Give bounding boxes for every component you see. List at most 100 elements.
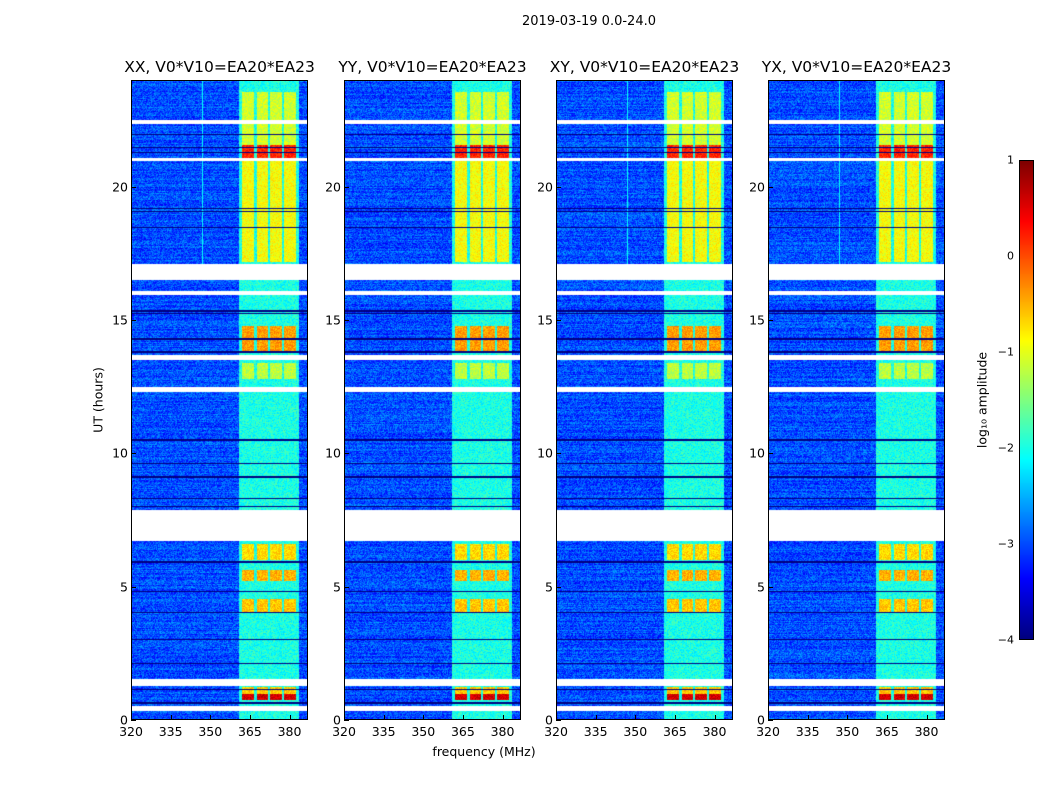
y-tick-mark <box>344 586 349 588</box>
y-tick-mark <box>344 720 349 721</box>
colorbar-tick-label: 0 <box>1007 249 1014 263</box>
colorbar-tick-label: −1 <box>997 345 1014 359</box>
colorbar-tick-label: −2 <box>997 441 1014 455</box>
y-tick-label: 5 <box>120 579 128 595</box>
y-tick-label: 0 <box>757 712 765 728</box>
x-tick-label: 350 <box>411 724 436 739</box>
y-tick-mark <box>556 586 561 588</box>
x-tick-mark <box>847 715 849 720</box>
figure-title: 2019-03-19 0.0-24.0 <box>522 14 656 29</box>
y-tick-label: 15 <box>325 312 341 328</box>
y-tick-mark <box>768 186 773 188</box>
x-tick-label: 365 <box>874 724 899 739</box>
spectrogram-heatmap <box>769 81 944 719</box>
y-axis-label: UT (hours) <box>90 367 106 433</box>
x-tick-mark <box>344 715 345 720</box>
y-tick-label: 10 <box>749 445 765 461</box>
x-tick-label: 350 <box>835 724 860 739</box>
y-tick-label: 20 <box>537 179 553 195</box>
x-tick-label: 380 <box>490 724 515 739</box>
spectrogram-heatmap <box>345 81 520 719</box>
y-tick-mark <box>768 720 773 721</box>
y-tick-label: 20 <box>325 179 341 195</box>
spectrogram-panel <box>556 80 733 720</box>
x-tick-mark <box>635 715 637 720</box>
y-tick-label: 5 <box>757 579 765 595</box>
x-tick-label: 350 <box>198 724 223 739</box>
x-tick-mark <box>674 715 676 720</box>
y-tick-label: 15 <box>537 312 553 328</box>
colorbar-tick-label: 1 <box>1007 153 1014 167</box>
x-tick-mark <box>249 715 251 720</box>
panel-title: YY, V0*V10=EA20*EA23 <box>338 58 527 76</box>
x-tick-mark <box>289 715 291 720</box>
y-tick-label: 0 <box>333 712 341 728</box>
x-tick-label: 365 <box>450 724 475 739</box>
x-tick-mark <box>714 715 716 720</box>
x-tick-mark <box>502 715 504 720</box>
y-tick-label: 20 <box>749 179 765 195</box>
x-tick-mark <box>807 715 809 720</box>
y-tick-mark <box>556 320 561 321</box>
y-tick-label: 15 <box>749 312 765 328</box>
colorbar-gradient <box>1020 161 1033 639</box>
colorbar-label: log₁₀ amplitude <box>974 351 990 449</box>
x-tick-mark <box>556 715 557 720</box>
y-tick-label: 15 <box>112 312 128 328</box>
x-tick-label: 320 <box>332 724 356 739</box>
colorbar-tick-label: −3 <box>997 537 1014 551</box>
y-tick-mark <box>344 320 349 321</box>
x-tick-mark <box>926 715 928 720</box>
x-tick-mark <box>131 715 132 720</box>
y-tick-label: 5 <box>545 579 553 595</box>
x-tick-mark <box>210 715 212 720</box>
panel-title: XX, V0*V10=EA20*EA23 <box>124 58 315 76</box>
x-tick-label: 335 <box>158 724 183 739</box>
x-tick-mark <box>595 715 597 720</box>
y-tick-label: 0 <box>545 712 553 728</box>
x-tick-mark <box>423 715 425 720</box>
x-tick-label: 380 <box>702 724 727 739</box>
x-axis-label: frequency (MHz) <box>432 744 536 759</box>
y-tick-label: 10 <box>537 445 553 461</box>
panel-title: YX, V0*V10=EA20*EA23 <box>761 58 952 76</box>
y-tick-mark <box>556 720 561 721</box>
x-tick-label: 335 <box>371 724 396 739</box>
x-tick-label: 350 <box>623 724 648 739</box>
colorbar <box>1019 160 1034 640</box>
y-tick-label: 20 <box>112 179 128 195</box>
x-tick-label: 335 <box>795 724 820 739</box>
y-tick-mark <box>131 186 136 188</box>
x-tick-mark <box>383 715 385 720</box>
panel-title: XY, V0*V10=EA20*EA23 <box>549 58 740 76</box>
y-tick-label: 0 <box>120 712 128 728</box>
y-tick-mark <box>768 320 773 321</box>
x-tick-mark <box>462 715 464 720</box>
x-tick-label: 365 <box>237 724 262 739</box>
y-tick-mark <box>131 453 136 455</box>
y-tick-label: 10 <box>112 445 128 461</box>
x-tick-mark <box>170 715 172 720</box>
x-tick-label: 380 <box>277 724 302 739</box>
y-tick-label: 5 <box>333 579 341 595</box>
colorbar-tick-label: −4 <box>997 633 1014 647</box>
x-tick-label: 380 <box>914 724 939 739</box>
y-tick-mark <box>344 453 349 455</box>
y-tick-mark <box>344 186 349 188</box>
x-tick-label: 320 <box>544 724 568 739</box>
y-tick-mark <box>131 720 136 721</box>
y-tick-mark <box>131 586 136 588</box>
y-tick-mark <box>768 586 773 588</box>
y-tick-mark <box>556 453 561 455</box>
spectrogram-panel <box>131 80 308 720</box>
spectrogram-heatmap <box>557 81 732 719</box>
y-tick-mark <box>768 453 773 455</box>
x-tick-label: 335 <box>583 724 608 739</box>
spectrogram-panel <box>344 80 521 720</box>
x-tick-label: 320 <box>119 724 143 739</box>
x-tick-mark <box>768 715 769 720</box>
y-tick-label: 10 <box>325 445 341 461</box>
x-tick-label: 320 <box>756 724 780 739</box>
y-tick-mark <box>131 320 136 321</box>
